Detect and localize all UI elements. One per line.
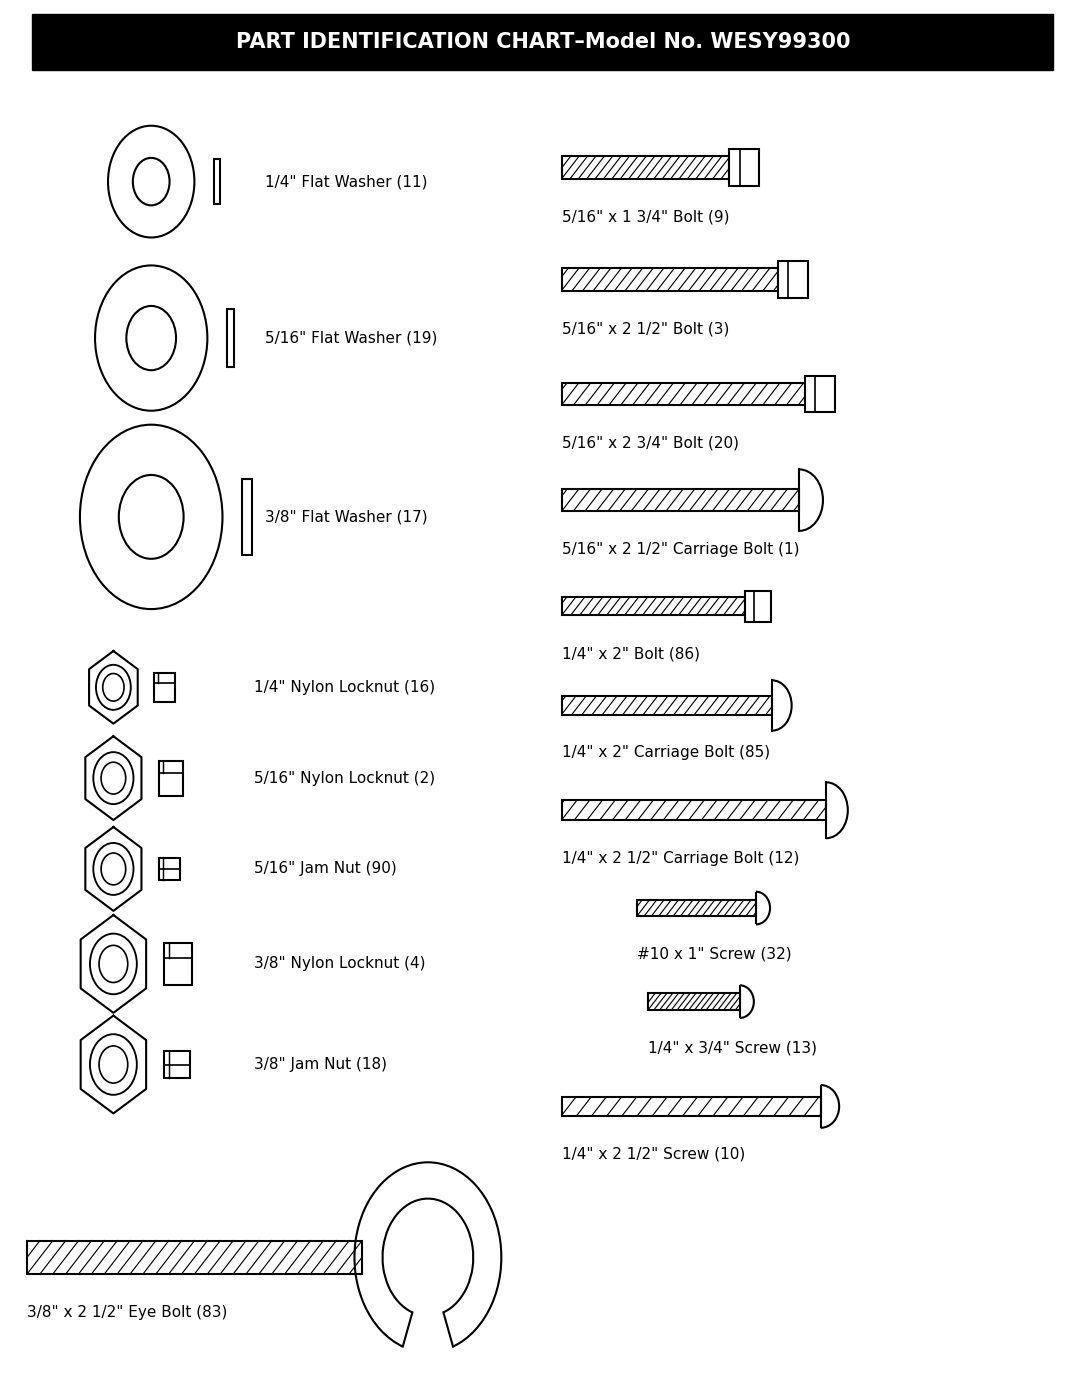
Bar (562, 156, 729, 179)
Bar (242, 479, 252, 555)
Text: 3/8" x 2 1/2" Eye Bolt (83): 3/8" x 2 1/2" Eye Bolt (83) (27, 1305, 228, 1320)
Text: 5/16" Flat Washer (19): 5/16" Flat Washer (19) (265, 331, 437, 345)
Text: 1/4" x 3/4" Screw (13): 1/4" x 3/4" Screw (13) (648, 1041, 816, 1056)
Bar (562, 800, 826, 820)
Bar (159, 858, 180, 880)
Bar (729, 149, 759, 186)
Text: 1/4" x 2 1/2" Carriage Bolt (12): 1/4" x 2 1/2" Carriage Bolt (12) (562, 851, 799, 866)
Bar (164, 943, 192, 985)
Text: PART IDENTIFICATION CHART–Model No. WESY99300: PART IDENTIFICATION CHART–Model No. WESY… (237, 32, 850, 52)
Bar (562, 598, 745, 615)
Bar (562, 697, 772, 715)
Text: 1/4" Nylon Locknut (16): 1/4" Nylon Locknut (16) (254, 680, 435, 694)
Text: 5/16" Jam Nut (90): 5/16" Jam Nut (90) (254, 862, 396, 876)
Text: 5/16" x 2 3/4" Bolt (20): 5/16" x 2 3/4" Bolt (20) (562, 436, 739, 451)
Text: 5/16" x 1 3/4" Bolt (9): 5/16" x 1 3/4" Bolt (9) (562, 210, 729, 225)
Text: 3/8" Jam Nut (18): 3/8" Jam Nut (18) (254, 1058, 387, 1071)
Bar (637, 901, 756, 916)
Bar (562, 383, 805, 405)
Bar (27, 1241, 362, 1274)
Bar (562, 1098, 821, 1115)
Bar (562, 268, 778, 291)
Text: 3/8" Nylon Locknut (4): 3/8" Nylon Locknut (4) (254, 957, 426, 971)
Bar (805, 376, 835, 412)
Bar (227, 309, 234, 367)
Bar (214, 159, 220, 204)
Text: 5/16" Nylon Locknut (2): 5/16" Nylon Locknut (2) (254, 771, 435, 785)
Bar (648, 993, 740, 1010)
Bar (778, 261, 808, 298)
Text: 1/4" x 2 1/2" Screw (10): 1/4" x 2 1/2" Screw (10) (562, 1146, 745, 1161)
FancyBboxPatch shape (32, 14, 1053, 70)
Text: 5/16" x 2 1/2" Bolt (3): 5/16" x 2 1/2" Bolt (3) (562, 321, 729, 337)
Text: 1/4" x 2" Bolt (86): 1/4" x 2" Bolt (86) (562, 645, 700, 661)
Text: #10 x 1" Screw (32): #10 x 1" Screw (32) (637, 947, 792, 961)
Text: 1/4" x 2" Carriage Bolt (85): 1/4" x 2" Carriage Bolt (85) (562, 746, 770, 760)
Text: 5/16" x 2 1/2" Carriage Bolt (1): 5/16" x 2 1/2" Carriage Bolt (1) (562, 542, 799, 557)
Bar (562, 489, 799, 511)
Bar (154, 673, 175, 701)
Bar (164, 1051, 190, 1078)
Text: 3/8" Flat Washer (17): 3/8" Flat Washer (17) (265, 510, 428, 524)
Bar (159, 760, 183, 796)
Text: 1/4" Flat Washer (11): 1/4" Flat Washer (11) (265, 175, 427, 189)
Bar (745, 591, 771, 622)
